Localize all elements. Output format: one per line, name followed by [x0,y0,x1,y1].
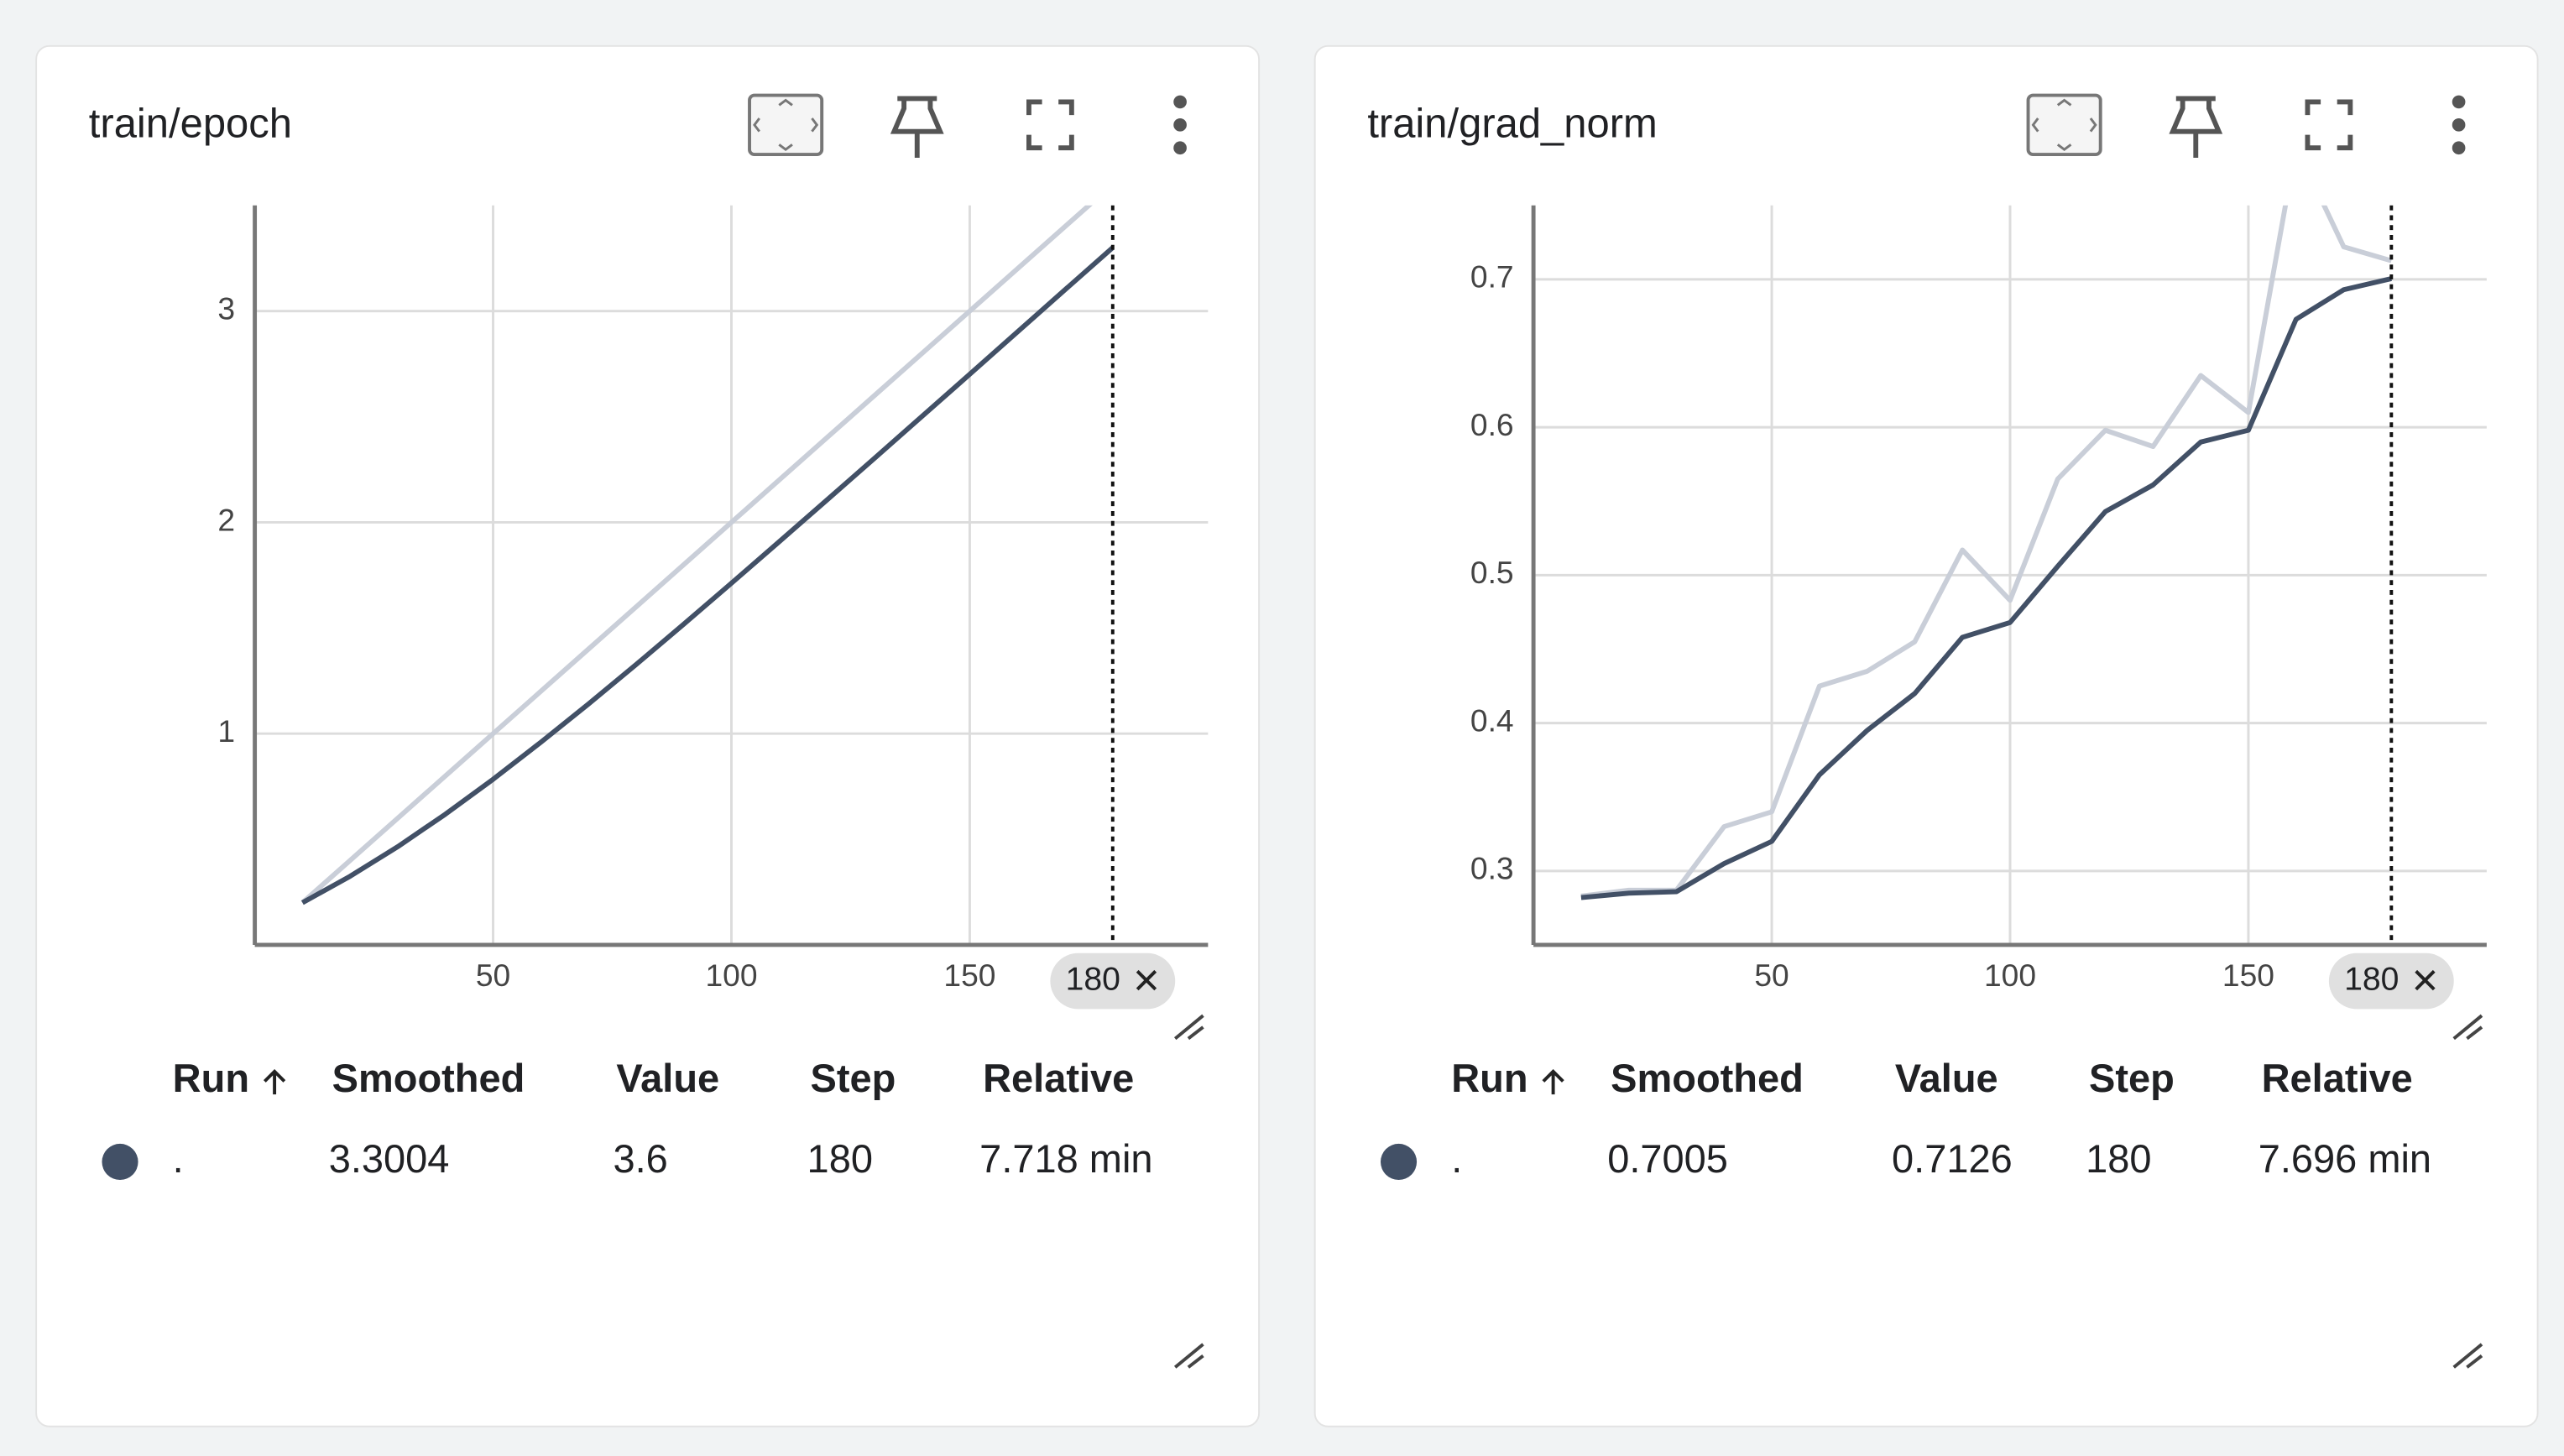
table-cell: 3.6 [613,1136,667,1181]
cursor-close[interactable] [2415,969,2436,991]
column-header[interactable]: Relative [983,1056,1134,1100]
column-header[interactable]: Run [173,1056,249,1100]
fit-button[interactable] [748,93,824,157]
column-header[interactable]: Relative [2262,1056,2413,1100]
series-line [1580,205,2393,899]
y-tick-label: 1 [217,713,235,749]
y-tick-label: 3 [217,290,235,326]
column-header[interactable]: Value [616,1056,719,1100]
table-cell: 3.3004 [329,1136,450,1181]
x-tick-label: 150 [943,958,995,993]
menu-dot [2452,95,2466,109]
panel: train/grad_norm 0.3 0.4 0.5 0.6 0.7 50 100 150 18… [1313,44,2539,1427]
menu-dot [1173,95,1187,109]
resize-handle[interactable] [2452,1343,2483,1369]
x-tick-label: 150 [2222,958,2274,993]
y-tick-label: 2 [217,502,235,537]
table-cell: 7.696 min [2259,1136,2431,1181]
run-color-dot [102,1143,138,1181]
menu-button[interactable] [2452,95,2466,155]
resize-handle[interactable] [1173,1014,1204,1041]
x-tick-label: 50 [1754,958,1789,993]
column-header[interactable]: Step [2089,1056,2175,1100]
cursor-label: 180 [1066,961,1120,997]
run-color-dot [1380,1143,1418,1181]
menu-button[interactable] [1173,95,1187,155]
menu-dot [1173,141,1187,155]
fit-button[interactable] [2026,93,2102,157]
cursor-badge[interactable] [2328,952,2454,1010]
pin-button[interactable] [890,96,944,158]
y-tick-label: 0.5 [1470,555,1514,590]
sort-arrow [1542,1069,1564,1095]
sort-arrow [263,1069,286,1095]
card-title: train/epoch [89,102,292,147]
table-cell: . [1451,1136,1462,1181]
x-tick-label: 100 [1984,958,2036,993]
series-line [1580,276,2392,900]
menu-dot [2452,141,2466,155]
column-header[interactable]: Smoothed [332,1056,525,1100]
fullscreen-button[interactable] [2305,99,2353,151]
table-cell: 180 [2086,1136,2151,1181]
menu-dot [1173,117,1187,132]
y-tick-label: 0.4 [1470,702,1514,738]
resize-handle[interactable] [1173,1343,1204,1369]
y-tick-label: 0.3 [1470,851,1514,886]
fullscreen-button[interactable] [1026,99,1074,151]
column-header[interactable]: Smoothed [1611,1056,1804,1100]
fit-icon [2026,93,2102,157]
table-cell: . [173,1136,184,1181]
column-header[interactable]: Value [1895,1056,1998,1100]
x-tick-label: 50 [476,958,510,993]
menu-dot [2452,117,2466,132]
fit-icon [748,93,824,157]
series-line [300,245,1115,905]
fit-icon-arrows [753,98,819,152]
table-cell: 180 [807,1136,873,1181]
column-header[interactable]: Step [810,1056,896,1100]
cursor-close[interactable] [1136,969,1157,991]
table-cell: 0.7005 [1607,1136,1728,1181]
series-line [300,205,1093,905]
pin-button[interactable] [2169,96,2223,158]
card [1313,44,2539,1427]
x-tick-label: 100 [705,958,757,993]
y-tick-label: 0.7 [1470,259,1514,295]
table-cell: 7.718 min [979,1136,1152,1181]
table-cell: 0.7126 [1892,1136,2013,1181]
card-title: train/grad_norm [1367,102,1657,147]
fit-icon-arrows [2031,98,2097,152]
column-header[interactable]: Run [1451,1056,1527,1100]
panel: train/epoch 1 2 3 50 100 150 180 Run Smoothed Valu… [35,44,1261,1427]
resize-handle[interactable] [2452,1014,2483,1041]
cursor-label: 180 [2344,961,2399,997]
y-tick-label: 0.6 [1470,407,1514,442]
cursor-badge[interactable] [1050,952,1176,1010]
